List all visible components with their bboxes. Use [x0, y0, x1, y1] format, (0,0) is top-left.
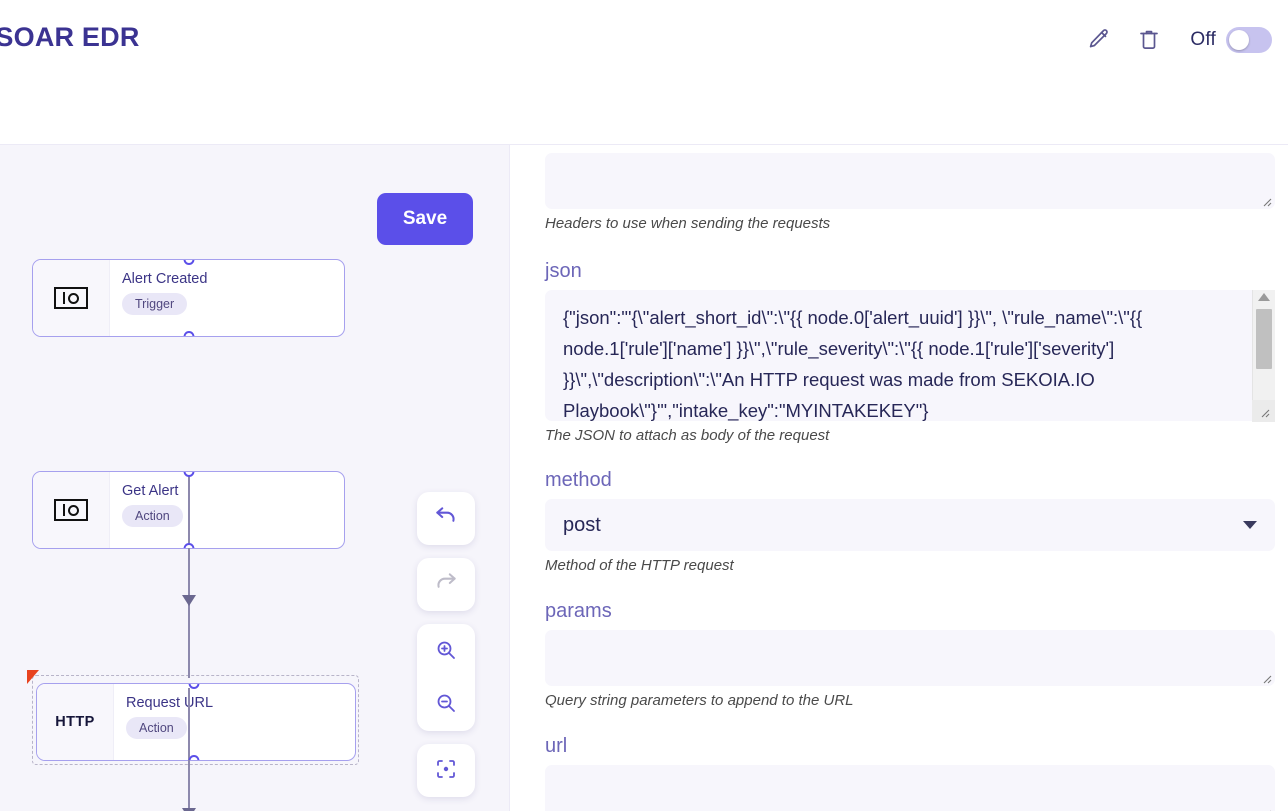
- header-actions: Off: [1074, 16, 1280, 64]
- fit-view-button[interactable]: [417, 744, 475, 797]
- field-url: url: [511, 709, 1288, 811]
- resize-grip-icon[interactable]: [1252, 400, 1275, 422]
- magnifier-minus-icon: [434, 691, 458, 718]
- json-textarea[interactable]: {"json":"'{\"alert_short_id\":\"{{ node.…: [545, 290, 1275, 422]
- resize-grip-icon[interactable]: [1259, 671, 1273, 685]
- redo-arrow-icon: [433, 570, 459, 599]
- selection-marker-icon: [27, 670, 39, 684]
- field-json: json {"json":"'{\"alert_short_id\":\"{{ …: [511, 232, 1288, 444]
- power-switch-icon: [54, 287, 88, 309]
- node-handle-top[interactable]: [183, 260, 194, 265]
- node-alert-created[interactable]: Alert Created Trigger: [32, 259, 345, 337]
- chevron-down-icon[interactable]: [1243, 521, 1257, 529]
- node-type-badge: Trigger: [122, 293, 188, 315]
- field-help-params: Query string parameters to append to the…: [545, 692, 854, 709]
- app-header: P SOAR EDR Off: [0, 0, 1288, 145]
- fit-view-card[interactable]: [417, 744, 475, 797]
- edge-trigger-to-getalert: [188, 475, 190, 605]
- redo-button[interactable]: [417, 558, 475, 611]
- pencil-icon: [1087, 27, 1111, 54]
- redo-card[interactable]: [417, 558, 475, 611]
- scrollbar-thumb[interactable]: [1256, 309, 1272, 369]
- field-label-params: params: [545, 600, 612, 622]
- node-properties-panel[interactable]: headers Headers to use when sending the …: [511, 145, 1288, 811]
- field-label-url: url: [545, 735, 568, 757]
- toggle-track[interactable]: [1226, 27, 1272, 53]
- scroll-up-arrow-icon[interactable]: [1258, 293, 1270, 301]
- field-method: method post Method of the HTTP request: [511, 444, 1288, 574]
- field-help-json: The JSON to attach as body of the reques…: [545, 427, 830, 444]
- enable-toggle[interactable]: Off: [1190, 27, 1272, 53]
- field-help-headers: Headers to use when sending the requests: [545, 215, 831, 232]
- workflow-canvas[interactable]: Save Alert Created Trigger Get Alert Act…: [0, 145, 510, 811]
- json-textarea-value[interactable]: {"json":"'{\"alert_short_id\":\"{{ node.…: [563, 307, 1143, 421]
- power-switch-icon: [54, 499, 88, 521]
- node-handle-top[interactable]: [183, 472, 194, 477]
- zoom-out-button[interactable]: [417, 678, 475, 731]
- node-title: Alert Created: [122, 271, 208, 287]
- node-title: Get Alert: [122, 483, 179, 499]
- edge-arrow-2: [182, 808, 196, 811]
- node-icon-container: [33, 472, 110, 548]
- toggle-state-label: Off: [1190, 29, 1216, 50]
- panel-scroll-content: headers Headers to use when sending the …: [511, 145, 1288, 811]
- http-text-icon: HTTP: [55, 714, 95, 730]
- node-request-url[interactable]: HTTP Request URL Action: [36, 683, 356, 761]
- node-type-badge: Action: [122, 505, 183, 527]
- node-type-badge: Action: [126, 717, 187, 739]
- field-label-json: json: [545, 260, 582, 282]
- node-handle-bottom[interactable]: [183, 331, 194, 336]
- resize-grip-icon[interactable]: [1259, 806, 1273, 811]
- edit-button[interactable]: [1074, 16, 1124, 64]
- magnifier-plus-icon: [434, 638, 458, 665]
- headers-textarea[interactable]: [545, 153, 1275, 209]
- params-textarea[interactable]: [545, 630, 1275, 686]
- undo-arrow-icon: [433, 504, 459, 533]
- field-headers: headers Headers to use when sending the …: [511, 145, 1288, 232]
- field-label-headers: headers: [545, 145, 1274, 146]
- method-select-value: post: [563, 513, 601, 536]
- save-button[interactable]: Save: [377, 193, 473, 245]
- resize-grip-icon[interactable]: [1259, 194, 1273, 208]
- node-icon-container: HTTP: [37, 684, 114, 760]
- edge-arrow-1: [182, 595, 196, 606]
- method-select[interactable]: post: [545, 499, 1275, 551]
- field-help-method: Method of the HTTP request: [545, 557, 734, 574]
- undo-button[interactable]: [417, 492, 475, 545]
- field-params: params Query string parameters to append…: [511, 574, 1288, 709]
- url-textarea[interactable]: [545, 765, 1275, 811]
- zoom-in-button[interactable]: [417, 625, 475, 678]
- delete-button[interactable]: [1124, 16, 1174, 64]
- undo-card[interactable]: [417, 492, 475, 545]
- node-body: Alert Created Trigger: [110, 260, 207, 336]
- toggle-knob: [1229, 30, 1249, 50]
- trash-icon: [1137, 27, 1161, 54]
- node-selection-outline[interactable]: [27, 670, 359, 765]
- node-body: Get Alert Action: [110, 472, 183, 548]
- node-title: Request URL: [126, 695, 214, 711]
- edge-getalert-to-requesturl-2: [188, 688, 190, 811]
- node-handle-bottom[interactable]: [183, 543, 194, 548]
- field-label-method: method: [545, 469, 612, 491]
- zoom-card[interactable]: [417, 624, 475, 731]
- node-icon-container: [33, 260, 110, 336]
- focus-target-icon: [434, 757, 458, 784]
- node-handle-bottom[interactable]: [188, 755, 200, 760]
- page-title: P SOAR EDR: [0, 22, 140, 52]
- edge-getalert-to-requesturl: [188, 548, 190, 678]
- node-body: Request URL Action: [114, 684, 213, 760]
- node-handle-top[interactable]: [188, 684, 200, 689]
